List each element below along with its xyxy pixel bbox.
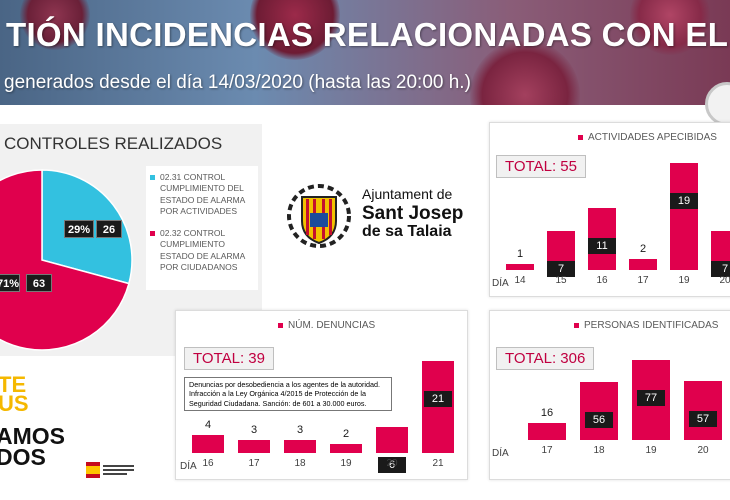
x-tick-label: 17 — [541, 445, 553, 456]
x-tick-label: 20 — [697, 445, 709, 456]
bar-value-label: 6 — [378, 456, 406, 473]
coat-of-arms-icon — [287, 184, 351, 248]
actividades-axis-label: DÍA — [492, 278, 509, 289]
x-tick-label: 19 — [678, 275, 690, 286]
bar-value-label: 2 — [342, 428, 350, 441]
bar-value-label: 4 — [204, 419, 212, 432]
personas-total: TOTAL: 306 — [496, 347, 595, 370]
bar-20 — [684, 380, 722, 440]
bar-value-label: 3 — [250, 423, 258, 436]
pie-percent-label: 29% — [64, 220, 94, 238]
bar-20 — [376, 426, 408, 453]
bar-value-label: 77 — [637, 390, 665, 406]
bar-value-label: 3 — [296, 423, 304, 436]
actividades-title-text: ACTIVIDADES APECIBIDAS — [588, 132, 717, 143]
bar-value-label: 21 — [424, 391, 452, 407]
bar-17 — [528, 423, 566, 440]
personas-title-text: PERSONAS IDENTIFICADAS — [584, 320, 719, 331]
bar-19 — [670, 163, 698, 270]
denuncias-title-text: NÚM. DENUNCIAS — [288, 320, 376, 331]
x-tick-label: 19 — [340, 458, 352, 469]
legend-item-actividades: 02.31 CONTROL CUMPLIMIENTO DEL ESTADO DE… — [150, 172, 254, 218]
controls-pie-chart — [0, 169, 133, 351]
actividades-total: TOTAL: 55 — [496, 155, 586, 178]
bar-value-label: 19 — [670, 193, 698, 209]
controls-panel: CONTROLES REALIZADOS 02.31 CONTROL CUMPL… — [0, 124, 262, 356]
x-tick-label: 15 — [555, 275, 567, 286]
controls-title: CONTROLES REALIZADOS — [4, 134, 223, 153]
pie-value-label: 26 — [96, 220, 122, 238]
bar-18 — [284, 439, 316, 453]
bar-16 — [192, 435, 224, 453]
bar-value-label: 56 — [585, 411, 613, 428]
x-tick-label: 18 — [593, 445, 605, 456]
denuncias-total: TOTAL: 39 — [184, 347, 274, 370]
campaign-text-1: TE US — [0, 372, 29, 416]
x-tick-label: 21 — [432, 458, 444, 469]
logo-line-3: de sa Talaia — [362, 222, 452, 240]
campaign-text-2: AMOS DOS — [0, 423, 65, 470]
bar-value-label: 16 — [540, 407, 554, 420]
actividades-panel: ACTIVIDADES APECIBIDAS TOTAL: 55 DÍA 1 14… — [489, 122, 730, 297]
pie-percent-label: 71% — [0, 274, 20, 292]
bar-value-label: 7 — [547, 260, 575, 277]
campaign-badge: TE US AMOS DOS — [0, 372, 150, 486]
bar-value-label: 57 — [689, 410, 717, 427]
logo-line-2: Sant Josep — [362, 202, 464, 224]
x-tick-label: 20 — [386, 458, 398, 469]
bar-19 — [330, 444, 362, 453]
actividades-title: ACTIVIDADES APECIBIDAS — [578, 132, 717, 143]
title-marker — [278, 322, 283, 328]
bar-17 — [629, 258, 657, 270]
ajuntament-logo: Ajuntament de Sant Josep de sa Talaia — [286, 183, 486, 253]
x-tick-label: 16 — [202, 458, 214, 469]
legend-label: 02.32 CONTROL CUMPLIMIENTO ESTADO DE ALA… — [160, 227, 245, 273]
bar-21 — [422, 361, 454, 453]
legend-swatch — [150, 175, 155, 180]
x-tick-label: 18 — [294, 458, 306, 469]
pie-slice-2 — [0, 169, 130, 351]
x-tick-label: 17 — [637, 275, 649, 286]
header-banner: TIÓN INCIDENCIAS RELACIONADAS CON EL COV… — [0, 0, 730, 105]
denuncias-title: NÚM. DENUNCIAS — [278, 320, 375, 331]
x-tick-label: 17 — [248, 458, 260, 469]
personas-panel: PERSONAS IDENTIFICADAS TOTAL: 306 DÍA 16… — [489, 310, 730, 480]
logo-text: Ajuntament de Sant Josep de sa Talaia — [362, 187, 463, 240]
bar-14 — [506, 264, 534, 270]
denuncias-axis-label: DÍA — [180, 461, 197, 472]
x-tick-label: 16 — [596, 275, 608, 286]
denuncias-note: Denuncias por desobediencia a los agente… — [184, 377, 392, 412]
denuncias-panel: NÚM. DENUNCIAS TOTAL: 39 Denuncias por d… — [175, 310, 468, 480]
bar-20 — [711, 230, 730, 270]
x-tick-label: 20 — [719, 275, 730, 286]
legend-swatch — [150, 230, 155, 236]
bar-value-label: 11 — [588, 238, 616, 255]
page-title: TIÓN INCIDENCIAS RELACIONADAS CON EL COV… — [6, 16, 730, 53]
bar-value-label: 2 — [639, 242, 647, 255]
x-tick-label: 19 — [645, 445, 657, 456]
spain-government-logo-icon — [86, 462, 134, 478]
page-subtitle: generados desde el día 14/03/2020 (hasta… — [4, 72, 471, 93]
personas-title: PERSONAS IDENTIFICADAS — [574, 320, 718, 331]
pie-value-label: 63 — [26, 274, 52, 292]
legend-label: 02.31 CONTROL CUMPLIMIENTO DEL ESTADO DE… — [160, 172, 245, 217]
bar-17 — [238, 439, 270, 453]
title-marker — [578, 134, 583, 140]
controls-legend: 02.31 CONTROL CUMPLIMIENTO DEL ESTADO DE… — [146, 166, 258, 290]
bar-value-label: 7 — [711, 260, 730, 277]
bar-value-label: 1 — [516, 248, 524, 261]
title-marker — [574, 322, 579, 328]
legend-item-ciudadanos: 02.32 CONTROL CUMPLIMIENTO ESTADO DE ALA… — [150, 228, 254, 274]
logo-line-1: Ajuntament de — [362, 186, 453, 202]
bar-18 — [580, 381, 618, 440]
personas-axis-label: DÍA — [492, 448, 509, 459]
x-tick-label: 14 — [514, 275, 526, 286]
